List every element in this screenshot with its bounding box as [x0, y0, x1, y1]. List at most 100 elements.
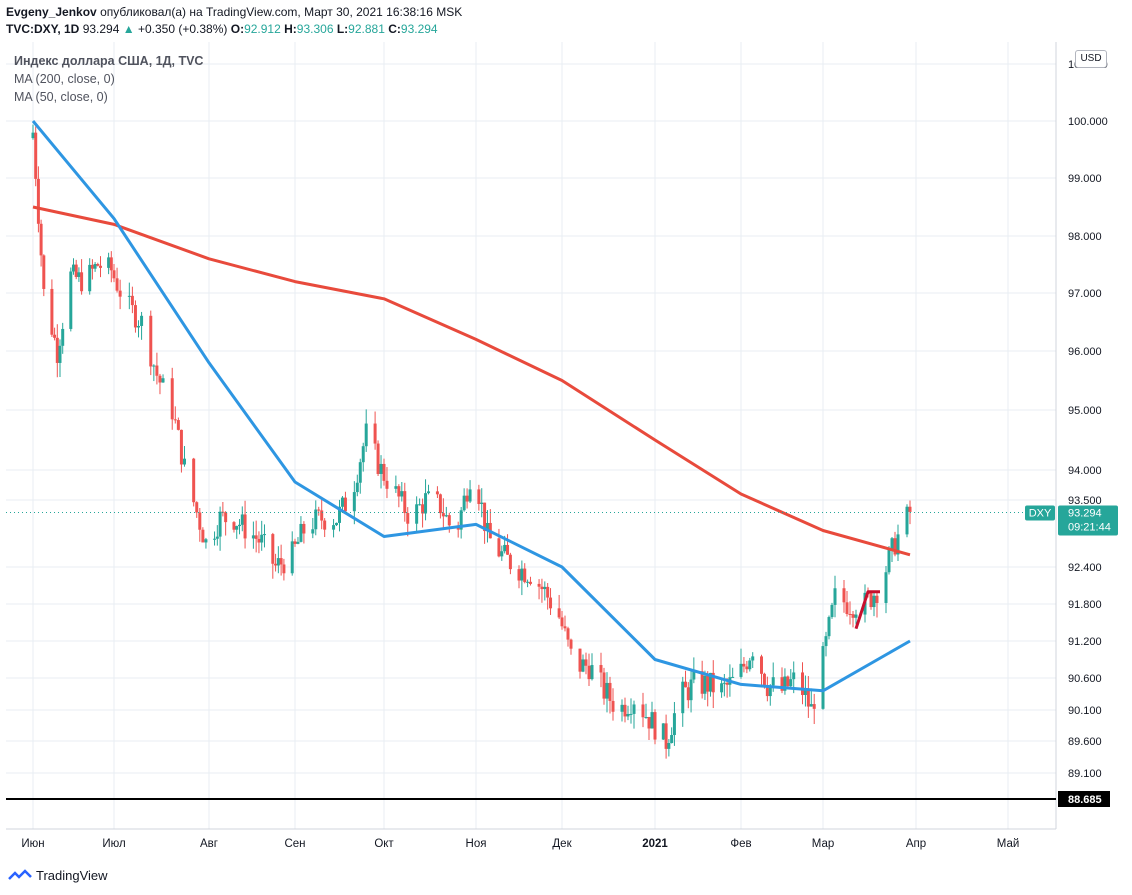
candle-body — [711, 672, 715, 693]
y-tick-label: 89.100 — [1068, 768, 1102, 780]
candle-body — [195, 502, 199, 513]
high-value: 93.306 — [296, 22, 334, 36]
candle-body — [447, 515, 451, 526]
x-tick-label: Мар — [812, 838, 835, 850]
legend-ma50[interactable]: MA (50, close, 0) — [14, 90, 108, 104]
x-tick-label: Сен — [284, 838, 305, 850]
symbol-tag-bg — [1025, 505, 1055, 521]
candle-body — [780, 677, 784, 691]
candle-body — [629, 713, 633, 715]
candle-body — [720, 683, 724, 693]
candle-body — [869, 592, 873, 608]
candle-body — [483, 502, 487, 532]
candle-body — [771, 677, 775, 686]
candle-body — [317, 509, 321, 511]
candle-body — [644, 717, 648, 719]
published-info: опубликовал(а) на TradingView.com, Март … — [100, 5, 463, 19]
candle-body — [271, 534, 275, 564]
candle-body — [403, 491, 407, 514]
tradingview-logo[interactable]: TradingView — [8, 868, 108, 883]
candle-body — [587, 665, 591, 680]
y-tick-label: 96.000 — [1068, 346, 1102, 358]
candle-body — [851, 614, 855, 618]
candle-body — [31, 132, 35, 139]
candle-body — [397, 486, 401, 497]
candle-body — [477, 489, 481, 504]
y-tick-label: 89.600 — [1068, 736, 1102, 748]
candle-body — [824, 636, 828, 647]
candle-body — [806, 689, 810, 707]
candle-body — [611, 700, 615, 712]
x-tick-label: Фев — [730, 838, 751, 850]
candle-body — [751, 656, 755, 661]
price-tag-value: 93.294 — [1068, 508, 1102, 520]
candle-body — [578, 648, 582, 672]
candle-body — [69, 271, 73, 329]
candle-body — [884, 572, 888, 603]
candle-body — [427, 491, 431, 494]
candle-body — [803, 689, 807, 695]
candle-body — [557, 608, 561, 618]
x-tick-label: Авг — [200, 838, 218, 850]
legend-title[interactable]: Индекс доллара США, 1Д, TVC — [14, 54, 204, 68]
candle-body — [792, 672, 796, 680]
candle-body — [127, 295, 131, 297]
candle-body — [355, 482, 359, 493]
candle-body — [406, 513, 410, 524]
candle-body — [364, 423, 368, 447]
chart-header: Evgeny_Jenkov опубликовал(а) на TradingV… — [6, 4, 462, 38]
candle-body — [290, 541, 294, 574]
candle-body — [517, 569, 521, 581]
candle-body — [762, 673, 766, 687]
candle-body — [311, 529, 315, 534]
candle-body — [692, 671, 696, 680]
candle-body — [257, 538, 261, 543]
candle-body — [323, 520, 327, 530]
candle-body — [686, 687, 690, 701]
candle-body — [540, 586, 544, 590]
y-tick-label: 90.100 — [1068, 705, 1102, 717]
candle-body — [39, 223, 43, 256]
candle-body — [745, 666, 749, 670]
candle-body — [809, 704, 813, 707]
candle-body — [872, 595, 876, 608]
candle-body — [605, 682, 609, 699]
low-value: 92.881 — [348, 22, 385, 36]
candle-body — [343, 497, 347, 512]
candle-body — [90, 264, 94, 269]
candle-body — [192, 458, 196, 503]
candle-body — [424, 493, 428, 514]
candle-body — [590, 665, 594, 680]
legend-ma200[interactable]: MA (200, close, 0) — [14, 72, 115, 86]
candle-body — [55, 337, 59, 363]
candle-body — [279, 558, 283, 565]
candle-body — [700, 671, 704, 694]
candle-body — [302, 523, 306, 534]
candle-body — [232, 522, 236, 530]
candle-body — [468, 489, 472, 502]
candle-body — [506, 544, 510, 555]
x-tick-label: 2021 — [642, 838, 668, 850]
x-tick-label: Окт — [374, 838, 394, 850]
currency-button[interactable]: USD — [1075, 50, 1107, 68]
candle-body — [243, 514, 247, 539]
candle-body — [438, 494, 442, 514]
candle-body — [650, 712, 654, 729]
candle-body — [708, 672, 712, 692]
candle-body — [608, 682, 612, 701]
author-name[interactable]: Evgeny_Jenkov — [6, 5, 97, 19]
candle-body — [549, 597, 553, 609]
candle-body — [462, 495, 466, 511]
candle-body — [218, 511, 222, 537]
candle-body — [254, 535, 258, 539]
candle-body — [415, 504, 419, 524]
candle-body — [77, 272, 81, 277]
price-tag-bg — [1058, 505, 1118, 536]
candle-body — [786, 676, 790, 687]
candle-body — [497, 538, 501, 557]
open-value: 92.912 — [244, 22, 281, 36]
x-tick-label: Июл — [102, 838, 125, 850]
candle-body — [641, 704, 645, 718]
candle-body — [118, 290, 122, 297]
